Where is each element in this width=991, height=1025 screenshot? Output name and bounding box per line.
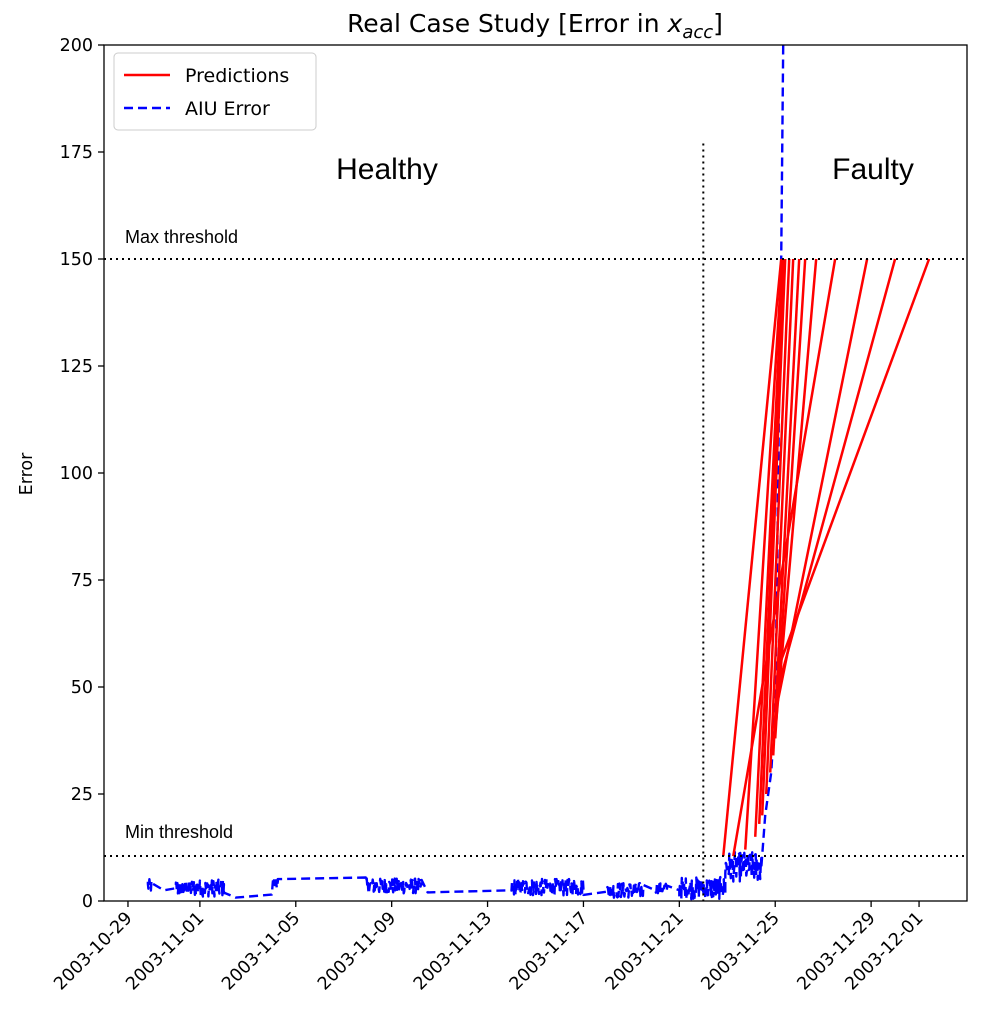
region-label-healthy: Healthy: [336, 153, 438, 186]
y-tick-label: 0: [82, 892, 93, 912]
prediction-line: [722, 258, 783, 857]
y-tick-label: 150: [60, 250, 93, 270]
prediction-line: [773, 258, 807, 739]
legend: Predictions AIU Error: [113, 52, 317, 131]
prediction-line: [778, 258, 931, 667]
prediction-line: [768, 258, 795, 773]
prediction-line: [753, 258, 785, 837]
min-threshold-label: Min threshold: [125, 822, 233, 842]
prediction-line: [760, 258, 787, 816]
region-label-faulty: Faulty: [832, 153, 914, 186]
prediction-line: [764, 258, 791, 795]
prediction-line: [771, 258, 801, 756]
y-tick-label: 200: [60, 36, 93, 56]
y-tick-label: 50: [71, 678, 93, 698]
y-tick-label: 25: [71, 785, 93, 805]
y-tick-label: 125: [60, 357, 93, 377]
prediction-line: [757, 258, 786, 825]
max-threshold-label: Max threshold: [125, 227, 238, 247]
legend-label-predictions: Predictions: [185, 65, 289, 87]
aiu-error-line: [146, 45, 785, 901]
chart-title: Real Case Study [Error in xacc]: [347, 9, 723, 43]
y-tick-label: 75: [71, 571, 93, 591]
plot-area: [104, 45, 967, 901]
y-axis-label: Error: [17, 452, 37, 495]
legend-label-aiu-error: AIU Error: [185, 98, 270, 120]
y-tick-label: 100: [60, 464, 93, 484]
y-tick-label: 175: [60, 143, 93, 163]
prediction-line: [732, 258, 837, 857]
legend-box: [113, 52, 317, 131]
